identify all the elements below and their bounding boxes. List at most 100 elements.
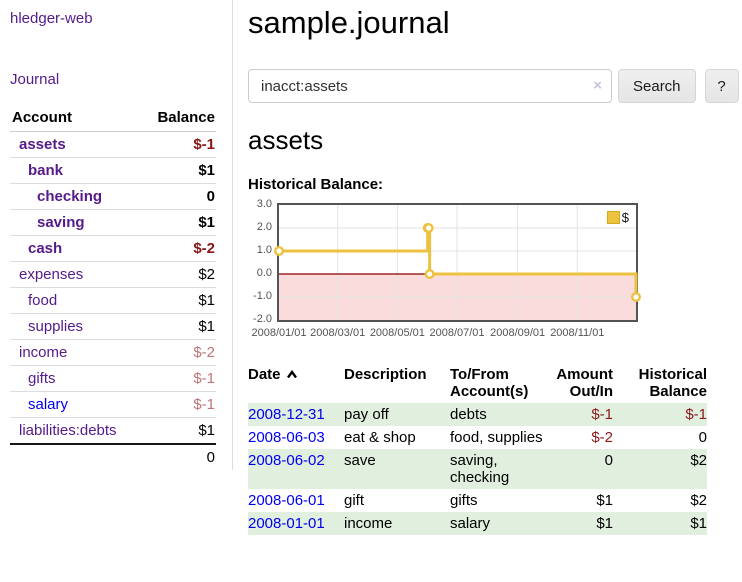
account-link-income[interactable]: income: [19, 344, 68, 361]
account-link-food[interactable]: food: [28, 292, 58, 309]
transaction-description: income: [344, 512, 450, 535]
help-button[interactable]: ?: [704, 69, 739, 103]
y-axis-tick-label: 2.0: [256, 221, 272, 233]
transaction-description: gift: [344, 492, 365, 509]
transaction-date-link[interactable]: 2008-06-01: [248, 492, 325, 509]
accounts-table-body: assets $-1 bank $1 checking 0 saving $1 cash $-2 e…: [10, 132, 216, 444]
transaction-row: 2008-12-31 pay off debts $-1 $-1: [248, 403, 707, 426]
page: hledger-web Journal Account Balance asse…: [0, 0, 742, 555]
account-row: liabilities:debts $1: [10, 417, 216, 444]
transaction-date-link[interactable]: 2008-12-31: [248, 406, 325, 423]
search-form: × Search ?: [248, 69, 742, 103]
transaction-accounts: food, supplies: [450, 429, 543, 446]
account-link-liabilities-debts[interactable]: liabilities:debts: [19, 422, 117, 439]
account-link-assets[interactable]: assets: [19, 136, 66, 153]
main-content: sample.journal × Search ? assets Histori…: [233, 0, 742, 555]
sidebar: hledger-web Journal Account Balance asse…: [0, 0, 233, 470]
x-axis-tick-label: 2008/09/01: [490, 327, 546, 339]
transaction-date-link[interactable]: 2008-06-03: [248, 429, 325, 446]
transaction-row: 2008-06-03 eat & shop food, supplies $-2 0: [248, 426, 707, 449]
chart-plot-area: $: [274, 203, 642, 322]
transaction-date-link[interactable]: 2008-01-01: [248, 515, 325, 532]
x-axis-tick-label: 2008/11/01: [550, 327, 605, 339]
y-axis-tick-label: -2.0: [253, 313, 272, 325]
account-link-gifts[interactable]: gifts: [28, 370, 56, 387]
transaction-amount: $1: [596, 492, 613, 509]
account-balance: $-1: [141, 391, 216, 418]
account-balance: $1: [141, 417, 216, 444]
search-box: ×: [248, 69, 612, 103]
register-table-body: 2008-12-31 pay off debts $-1 $-1 2008-06-03 ea…: [248, 403, 707, 535]
x-axis-tick-label: 2008/07/01: [429, 327, 485, 339]
transaction-accounts: gifts: [450, 492, 478, 509]
chart-legend: $: [606, 210, 629, 225]
accounts-header-balance: Balance: [141, 104, 216, 132]
account-balance: $1: [141, 287, 216, 314]
sidebar-item-journal[interactable]: Journal: [10, 71, 60, 88]
x-axis-tick-label: 2008/01/01: [251, 327, 307, 339]
transaction-balance: 0: [698, 429, 707, 446]
account-link-expenses[interactable]: expenses: [19, 266, 84, 283]
transaction-balance: $2: [625, 449, 707, 489]
accounts-total-value: 0: [141, 443, 216, 470]
transaction-description: save: [344, 449, 450, 489]
register-table: Date Description To/From Account(s) Amou…: [248, 363, 707, 535]
transaction-balance: $-1: [625, 403, 707, 426]
x-axis-tick-label: 2008/03/01: [310, 327, 366, 339]
account-row: salary $-1: [10, 391, 216, 418]
register-header-description: Description: [344, 366, 427, 383]
account-link-checking[interactable]: checking: [37, 188, 103, 205]
transaction-amount: $-2: [591, 429, 613, 446]
transaction-row: 2008-06-01 gift gifts $1 $2: [248, 489, 707, 512]
account-balance: $1: [141, 209, 216, 236]
account-balance: $1: [141, 313, 216, 340]
transaction-date-link[interactable]: 2008-06-02: [248, 452, 325, 469]
register-header-date[interactable]: Date: [248, 363, 344, 403]
account-balance: $-1: [141, 365, 216, 392]
page-title: sample.journal: [248, 5, 450, 40]
transaction-amount: $-1: [555, 403, 625, 426]
register-header-accounts: To/From Account(s): [450, 366, 529, 400]
historical-balance-chart: $ 3.0 2.0 1.0 0.0 -1.0 -2.0 2008/01/01 2008/03/…: [248, 198, 668, 345]
account-balance: $-2: [141, 235, 216, 262]
search-input[interactable]: [248, 69, 612, 103]
account-row: saving $1: [10, 209, 216, 236]
account-link-cash[interactable]: cash: [28, 240, 63, 257]
transaction-accounts: debts: [450, 403, 555, 426]
transaction-balance: $2: [690, 492, 707, 509]
account-link-salary[interactable]: salary: [28, 396, 69, 413]
account-link-supplies[interactable]: supplies: [28, 318, 84, 335]
account-row: supplies $1: [10, 313, 216, 340]
account-title: assets: [248, 125, 324, 155]
register-header-amount: Amount Out/In: [556, 366, 613, 400]
register-header-row: Date Description To/From Account(s) Amou…: [248, 363, 707, 403]
accounts-table-header: Account Balance: [10, 104, 216, 132]
transaction-balance: $1: [625, 512, 707, 535]
account-balance: $-2: [141, 339, 216, 366]
y-axis-tick-label: 3.0: [256, 198, 272, 210]
account-balance: $1: [141, 157, 216, 184]
register-header-balance: Historical Balance: [638, 366, 707, 400]
account-link-saving[interactable]: saving: [37, 214, 85, 231]
brand-link[interactable]: hledger-web: [10, 10, 93, 27]
account-link-bank[interactable]: bank: [28, 162, 64, 179]
account-balance: $2: [141, 261, 216, 288]
transaction-description: eat & shop: [344, 429, 416, 446]
chart-canvas: [274, 205, 642, 320]
y-axis-tick-label: 0.0: [256, 267, 272, 279]
transaction-accounts: salary: [450, 512, 555, 535]
search-button[interactable]: Search: [618, 69, 696, 103]
transaction-description: pay off: [344, 403, 450, 426]
transaction-amount: 0: [555, 449, 625, 489]
account-row: cash $-2: [10, 235, 216, 262]
legend-swatch-icon: [606, 211, 620, 224]
chart-heading: Historical Balance:: [248, 176, 384, 193]
y-axis-tick-label: -1.0: [253, 290, 272, 302]
chevron-up-icon: [286, 366, 298, 383]
accounts-table: Account Balance assets $-1 bank $1 checking 0…: [10, 104, 216, 470]
clear-x-icon[interactable]: ×: [593, 77, 602, 94]
transaction-accounts: saving, checking: [450, 449, 555, 489]
account-balance: 0: [141, 183, 216, 210]
accounts-total-row: 0: [10, 443, 216, 470]
transaction-amount: $1: [555, 512, 625, 535]
